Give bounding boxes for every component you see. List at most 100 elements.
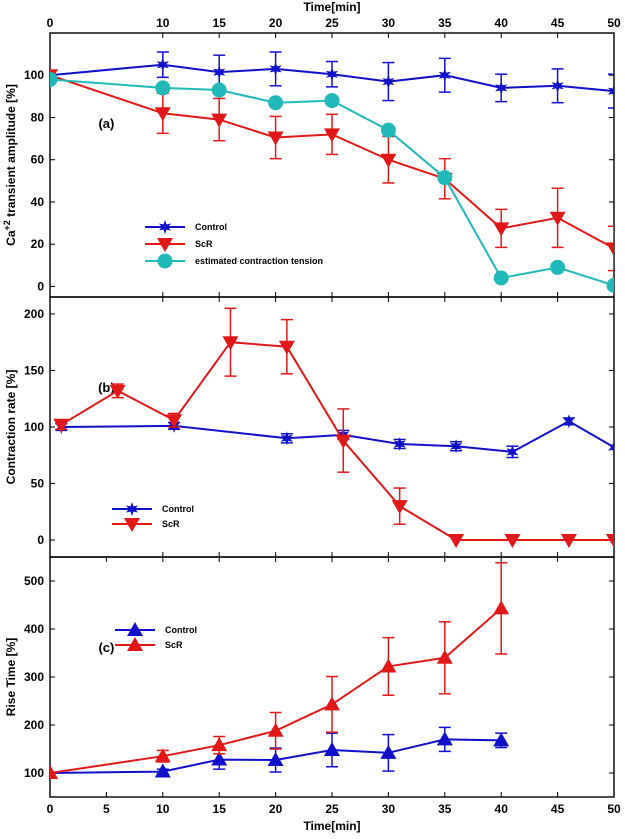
- data-point: [382, 74, 395, 89]
- x-tick-label: 45: [551, 802, 565, 816]
- x-tick-label-top: 0: [47, 16, 54, 30]
- x-tick-label-top: 45: [551, 16, 565, 30]
- legend-label: estimated contraction tension: [195, 256, 323, 266]
- x-tick-label-top: 35: [438, 16, 452, 30]
- data-point: [267, 752, 284, 767]
- series-line-control: [50, 738, 502, 774]
- legend-marker: [127, 637, 143, 651]
- x-tick-label-top: 25: [325, 16, 339, 30]
- legend-marker: [157, 238, 173, 252]
- y-tick-label: 100: [24, 766, 44, 780]
- y-tick-label: 200: [24, 718, 44, 732]
- data-point: [562, 414, 575, 429]
- panel-label: (a): [98, 116, 114, 131]
- legend-label: Control: [165, 625, 197, 635]
- data-point: [493, 732, 510, 747]
- x-tick-label: 0: [47, 802, 54, 816]
- x-tick-label: 35: [438, 802, 452, 816]
- legend-marker: [157, 253, 173, 269]
- data-point: [211, 113, 228, 128]
- y-tick-label: 500: [24, 574, 44, 588]
- x-axis-title-top: Time[min]: [303, 0, 360, 14]
- series-layer: [50, 562, 510, 779]
- x-tick-label: 20: [269, 802, 283, 816]
- y-axis-title: Contraction rate [%]: [4, 370, 18, 485]
- data-point: [268, 95, 284, 111]
- x-tick-label-top: 15: [213, 16, 227, 30]
- data-point: [380, 153, 397, 168]
- x-tick-label: 40: [495, 802, 509, 816]
- y-tick-label: 0: [37, 279, 44, 293]
- x-tick-label-top: 40: [495, 16, 509, 30]
- data-point: [155, 80, 171, 96]
- data-point: [154, 748, 171, 763]
- series-line-estimated-contraction-tension: [50, 78, 614, 287]
- data-point: [506, 444, 519, 459]
- x-tick-label: 15: [213, 802, 227, 816]
- panel-3: 100 200 300 400 500 0 5 10 15 20 25 30 35 40 45 50 Time[…: [4, 556, 621, 833]
- data-point: [324, 696, 340, 711]
- data-point: [267, 722, 284, 737]
- y-tick-label: 20: [31, 237, 45, 251]
- data-point: [109, 384, 126, 399]
- y-tick-label: 40: [31, 195, 45, 209]
- data-point: [166, 414, 183, 429]
- data-point: [495, 80, 508, 95]
- panel-1: 0 20 40 60 80 100 0 10 15 20 25 30 35 40 45 50 Time[min]…: [2, 0, 621, 298]
- x-tick-label-top: 50: [607, 16, 621, 30]
- data-point: [156, 57, 169, 72]
- legend-label: Control: [162, 504, 194, 514]
- data-point: [438, 68, 451, 83]
- data-point: [436, 731, 453, 746]
- data-point: [550, 259, 566, 275]
- data-point: [393, 437, 406, 451]
- y-tick-label: 200: [24, 307, 44, 321]
- data-point: [606, 534, 614, 549]
- data-point: [211, 82, 227, 98]
- y-tick-label: 0: [37, 533, 44, 547]
- y-tick-label: 80: [31, 110, 45, 124]
- data-point: [551, 78, 564, 93]
- series-line-control: [50, 63, 614, 93]
- legend: Control ScR: [115, 622, 197, 651]
- data-point: [50, 765, 58, 779]
- series-layer: [53, 307, 614, 549]
- data-point: [391, 500, 408, 515]
- legend-marker: [158, 220, 172, 234]
- legend: Control ScR estimated contraction tension: [145, 220, 323, 269]
- y-tick-label: 100: [24, 420, 44, 434]
- legend-marker: [127, 622, 143, 636]
- x-tick-label: 25: [325, 802, 339, 816]
- data-point: [380, 122, 396, 138]
- panel-2: 0 50 100 150 200 Contraction rate [%] (b) Contr…: [4, 296, 615, 558]
- data-point: [380, 744, 397, 759]
- data-point: [269, 61, 282, 76]
- x-axis-title: Time[min]: [303, 819, 360, 833]
- series-line-scr: [50, 607, 502, 774]
- data-point: [380, 658, 397, 673]
- series-layer: [50, 51, 614, 293]
- data-point: [211, 751, 228, 766]
- data-point: [493, 600, 510, 615]
- data-point: [437, 170, 453, 186]
- data-point: [324, 128, 340, 143]
- x-tick-label-top: 30: [382, 16, 396, 30]
- data-point: [222, 336, 239, 351]
- data-point: [493, 222, 510, 237]
- data-point: [606, 277, 614, 293]
- data-point: [325, 67, 339, 82]
- y-axis-title: Rise Time [%]: [4, 638, 18, 716]
- data-point: [324, 741, 340, 756]
- x-tick-label-top: 20: [269, 16, 283, 30]
- x-tick-label: 5: [103, 802, 110, 816]
- data-point: [448, 534, 465, 549]
- data-point: [280, 431, 293, 446]
- data-point: [493, 270, 509, 286]
- data-point: [504, 534, 521, 549]
- data-point: [211, 737, 228, 752]
- series-line-scr: [50, 74, 614, 250]
- data-point: [154, 107, 171, 122]
- data-point: [549, 211, 566, 226]
- data-point: [607, 84, 614, 99]
